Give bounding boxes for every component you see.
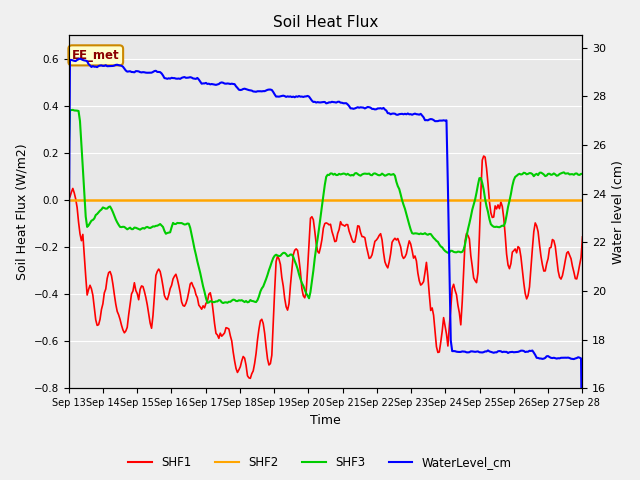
SHF1 [480, 153, 488, 159]
SHF2 [235, 197, 243, 203]
SHF1 [553, 256, 561, 262]
WaterLevel_cm [129, 69, 137, 75]
SHF3 [220, 300, 227, 306]
X-axis label: Time: Time [310, 414, 341, 427]
SHF1 [65, 196, 72, 202]
SHF1 [579, 234, 586, 240]
SHF2 [218, 197, 225, 203]
SHF2 [289, 197, 297, 203]
SHF3 [221, 300, 228, 305]
SHF2 [127, 197, 135, 203]
SHF3 [69, 107, 77, 113]
SHF2 [244, 197, 252, 203]
Line: WaterLevel_cm: WaterLevel_cm [68, 59, 582, 480]
SHF3 [553, 173, 561, 179]
WaterLevel_cm [76, 56, 84, 61]
SHF2 [65, 197, 72, 203]
SHF2 [550, 197, 557, 203]
WaterLevel_cm [65, 297, 72, 302]
SHF3 [65, 152, 72, 158]
WaterLevel_cm [220, 80, 227, 85]
SHF1 [235, 367, 243, 372]
SHF2 [579, 197, 586, 203]
SHF1 [244, 373, 252, 379]
SHF3 [129, 226, 137, 232]
Y-axis label: Water level (cm): Water level (cm) [612, 160, 625, 264]
SHF1 [218, 333, 225, 339]
WaterLevel_cm [291, 95, 299, 100]
WaterLevel_cm [552, 355, 559, 361]
SHF1 [127, 291, 135, 297]
SHF3 [246, 297, 254, 303]
Title: Soil Heat Flux: Soil Heat Flux [273, 15, 378, 30]
WaterLevel_cm [245, 87, 253, 93]
Y-axis label: Soil Heat Flux (W/m2): Soil Heat Flux (W/m2) [15, 144, 28, 280]
Legend: SHF1, SHF2, SHF3, WaterLevel_cm: SHF1, SHF2, SHF3, WaterLevel_cm [124, 452, 516, 474]
SHF3 [238, 297, 246, 303]
SHF1 [291, 247, 299, 253]
Line: SHF3: SHF3 [68, 110, 582, 303]
Text: EE_met: EE_met [72, 49, 120, 62]
Line: SHF1: SHF1 [68, 156, 582, 378]
SHF1 [246, 375, 254, 381]
SHF3 [292, 262, 300, 267]
SHF3 [579, 171, 586, 177]
WaterLevel_cm [236, 87, 244, 93]
